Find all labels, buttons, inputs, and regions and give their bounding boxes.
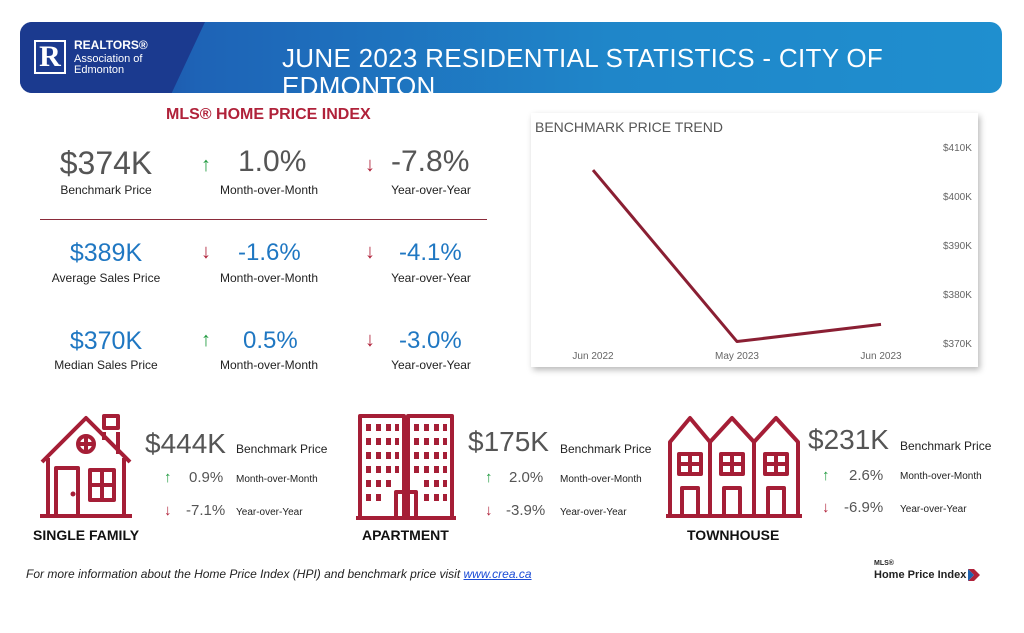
hpi-heading: MLS® HOME PRICE INDEX	[166, 106, 371, 123]
townhouse-name: TOWNHOUSE	[687, 527, 780, 543]
townhouse-value: $231K	[808, 424, 889, 455]
arrow-down-icon: ↓	[164, 502, 172, 519]
chart-title: BENCHMARK PRICE TREND	[535, 119, 723, 135]
single-family-value: $444K	[145, 428, 226, 459]
townhouse-value-label: Benchmark Price	[900, 439, 992, 453]
y-tick-label: $400K	[943, 192, 972, 203]
page-title: JUNE 2023 RESIDENTIAL STATISTICS - CITY …	[282, 43, 884, 93]
apartment-value-label: Benchmark Price	[560, 442, 652, 456]
apartment-building-icon	[356, 414, 456, 520]
hpi-logo-mls: MLS®	[874, 560, 894, 567]
single-family-yoy-value: -7.1%	[186, 502, 226, 519]
apartment-mom-label: Month-over-Month	[560, 474, 642, 485]
single-family-name: SINGLE FAMILY	[33, 527, 140, 543]
x-tick-label: May 2023	[715, 351, 759, 362]
arrow-down-icon: ↓	[485, 502, 493, 519]
y-tick-label: $410K	[943, 143, 972, 154]
apartment-yoy-value: -3.9%	[506, 502, 546, 519]
y-tick-label: $390K	[943, 241, 972, 252]
benchmark-trend-chart: BENCHMARK PRICE TREND $370K $380K $390K $40…	[531, 113, 978, 367]
townhouse-mom-label: Month-over-Month	[900, 471, 982, 482]
median-yoy-value: -3.0%	[399, 327, 462, 354]
logo-background	[20, 22, 205, 93]
arrow-down-icon: ↓	[365, 241, 375, 263]
townhouse-icon	[666, 416, 802, 518]
arrow-up-icon: ↑	[485, 469, 493, 486]
arrow-down-icon: ↓	[201, 241, 211, 263]
benchmark-price-label: Benchmark Price	[60, 183, 152, 197]
apartment-yoy-label: Year-over-Year	[560, 507, 627, 518]
median-yoy-label: Year-over-Year	[391, 358, 471, 372]
average-yoy-label: Year-over-Year	[391, 271, 471, 285]
benchmark-yoy-value: -7.8%	[391, 145, 470, 178]
benchmark-series-line	[591, 169, 882, 344]
arrow-down-icon: ↓	[822, 499, 830, 516]
y-tick-label: $370K	[943, 339, 972, 350]
x-tick-label: Jun 2022	[572, 351, 614, 362]
benchmark-price-value: $374K	[59, 145, 153, 181]
average-mom-label: Month-over-Month	[219, 271, 319, 285]
townhouse-mom-value: 2.6%	[849, 467, 884, 484]
single-family-yoy-label: Year-over-Year	[236, 507, 303, 518]
arrow-down-icon: ↓	[365, 154, 375, 176]
logo-letter: R	[39, 40, 61, 73]
apartment-value: $175K	[468, 426, 549, 457]
single-family-mom-value: 0.9%	[189, 469, 224, 486]
median-mom-value: 0.5%	[243, 327, 298, 354]
median-mom-label: Month-over-Month	[219, 358, 319, 372]
average-yoy-value: -4.1%	[399, 239, 462, 266]
townhouse-yoy-label: Year-over-Year	[900, 504, 967, 515]
logo-text-association: Association of	[74, 53, 143, 65]
benchmark-mom-label: Month-over-Month	[219, 183, 319, 197]
benchmark-mom-value: 1.0%	[238, 145, 307, 178]
apartment-mom-value: 2.0%	[509, 469, 544, 486]
hpi-logo-text: Home Price Index	[874, 569, 967, 581]
hpi-logo-icon	[968, 569, 980, 581]
arrow-up-icon: ↑	[201, 154, 211, 176]
average-price-label: Average Sales Price	[51, 271, 161, 285]
header-banner: R REALTORS® Association of Edmonton JUNE…	[20, 22, 1002, 93]
realtors-logo-icon: R	[34, 40, 66, 74]
house-icon	[40, 414, 132, 518]
average-price-value: $389K	[69, 239, 143, 267]
x-tick-label: Jun 2023	[860, 351, 902, 362]
logo-text-edmonton: Edmonton	[74, 64, 125, 76]
apartment-name: APARTMENT	[362, 527, 449, 543]
crea-link[interactable]: www.crea.ca	[463, 567, 532, 581]
arrow-down-icon: ↓	[365, 329, 375, 351]
footer-note: For more information about the Home Pric…	[26, 567, 532, 581]
median-price-label: Median Sales Price	[54, 358, 158, 372]
chart-svg: $370K $380K $390K $400K $410K Jun 2022 May 202…	[572, 143, 972, 362]
arrow-up-icon: ↑	[164, 469, 172, 486]
single-family-mom-label: Month-over-Month	[236, 474, 318, 485]
logo-text-realtors: REALTORS®	[74, 38, 148, 52]
y-tick-label: $380K	[943, 290, 972, 301]
single-family-value-label: Benchmark Price	[236, 442, 328, 456]
arrow-up-icon: ↑	[822, 467, 830, 484]
footer-text: For more information about the Home Pric…	[26, 567, 464, 581]
benchmark-yoy-label: Year-over-Year	[391, 183, 471, 197]
average-mom-value: -1.6%	[238, 239, 301, 266]
median-price-value: $370K	[69, 327, 143, 355]
arrow-up-icon: ↑	[201, 329, 211, 351]
section-divider	[40, 219, 487, 220]
townhouse-yoy-value: -6.9%	[844, 499, 884, 516]
